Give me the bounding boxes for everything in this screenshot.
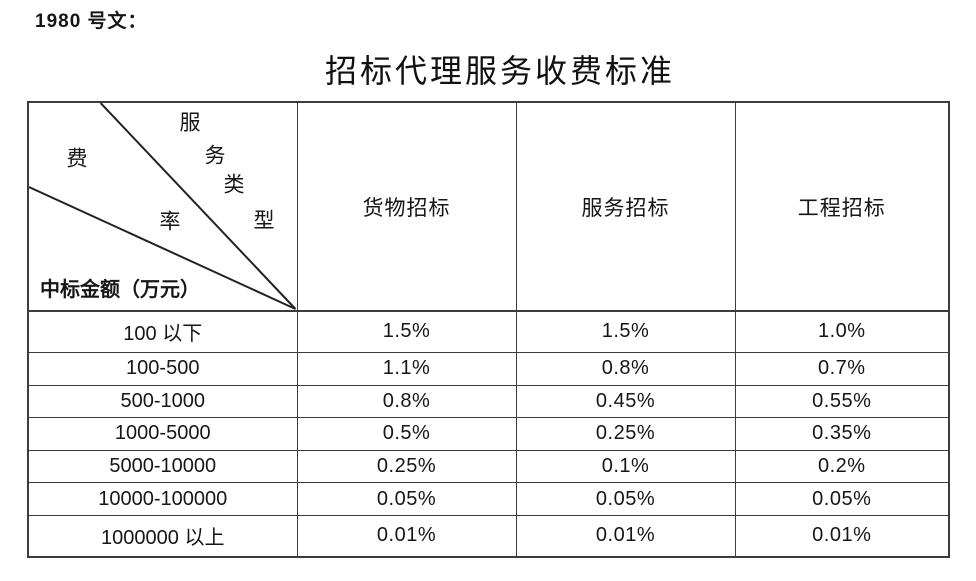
fee-value: 0.01% (734, 514, 950, 558)
fee-value: 0.05% (296, 482, 517, 516)
fee-value: 0.01% (515, 514, 736, 558)
fee-value: 0.45% (515, 384, 736, 419)
fee-value: 0.7% (734, 351, 950, 386)
row-range-label: 100 以下 (27, 310, 298, 353)
fee-value: 1.0% (734, 310, 950, 353)
table-row: 10000-100000 0.05% 0.05% 0.05% (27, 482, 950, 516)
row-range-label: 100-500 (27, 351, 298, 386)
fee-value: 0.1% (515, 449, 736, 484)
fee-value: 1.5% (296, 310, 517, 353)
corner-type-char-1: 服 (179, 110, 201, 135)
corner-type-char-4: 型 (253, 208, 275, 233)
table-row: 500-1000 0.8% 0.45% 0.55% (27, 384, 950, 419)
column-header-services: 服务招标 (515, 101, 736, 312)
row-range-label: 1000-5000 (27, 417, 298, 451)
fee-table: 费 率 服 务 类 型 中标金额（万元） 货物招标 服务招标 工程招标 100 … (27, 101, 950, 558)
column-header-goods: 货物招标 (296, 101, 517, 312)
doc-number-label: 1980 号文： (35, 11, 148, 32)
fee-value: 1.5% (515, 310, 736, 353)
fee-value: 0.35% (734, 417, 950, 451)
corner-fee-char-1: 费 (66, 146, 88, 171)
fee-value: 1.1% (296, 351, 517, 386)
fee-value: 0.2% (734, 449, 950, 484)
page-title: 招标代理服务收费标准 (324, 53, 675, 89)
fee-value: 0.05% (734, 482, 950, 516)
column-header-engineering: 工程招标 (734, 101, 950, 312)
table-row: 1000000 以上 0.01% 0.01% 0.01% (27, 514, 950, 558)
table-corner-cell: 费 率 服 务 类 型 中标金额（万元） (27, 101, 298, 312)
table-row: 100 以下 1.5% 1.5% 1.0% (27, 310, 950, 353)
row-range-label: 10000-100000 (27, 482, 298, 516)
diagonal-divider-lines (29, 103, 296, 309)
corner-type-char-2: 务 (204, 143, 226, 168)
table-row: 1000-5000 0.5% 0.25% 0.35% (27, 417, 950, 451)
row-range-label: 1000000 以上 (27, 514, 298, 558)
fee-value: 0.01% (296, 514, 517, 558)
table-row: 5000-10000 0.25% 0.1% 0.2% (27, 449, 950, 484)
fee-value: 0.55% (734, 384, 950, 419)
corner-fee-char-2: 率 (159, 209, 181, 234)
row-range-label: 5000-10000 (27, 449, 298, 484)
fee-value: 0.05% (515, 482, 736, 516)
table-row: 100-500 1.1% 0.8% 0.7% (27, 351, 950, 386)
fee-value: 0.25% (296, 449, 517, 484)
row-range-label: 500-1000 (27, 384, 298, 419)
fee-value: 0.8% (515, 351, 736, 386)
fee-value: 0.8% (296, 384, 517, 419)
fee-value: 0.5% (296, 417, 517, 451)
fee-value: 0.25% (515, 417, 736, 451)
corner-amount-label: 中标金额（万元） (40, 279, 200, 301)
corner-type-char-3: 类 (223, 172, 245, 197)
table-header-row: 费 率 服 务 类 型 中标金额（万元） 货物招标 服务招标 工程招标 (27, 101, 950, 312)
